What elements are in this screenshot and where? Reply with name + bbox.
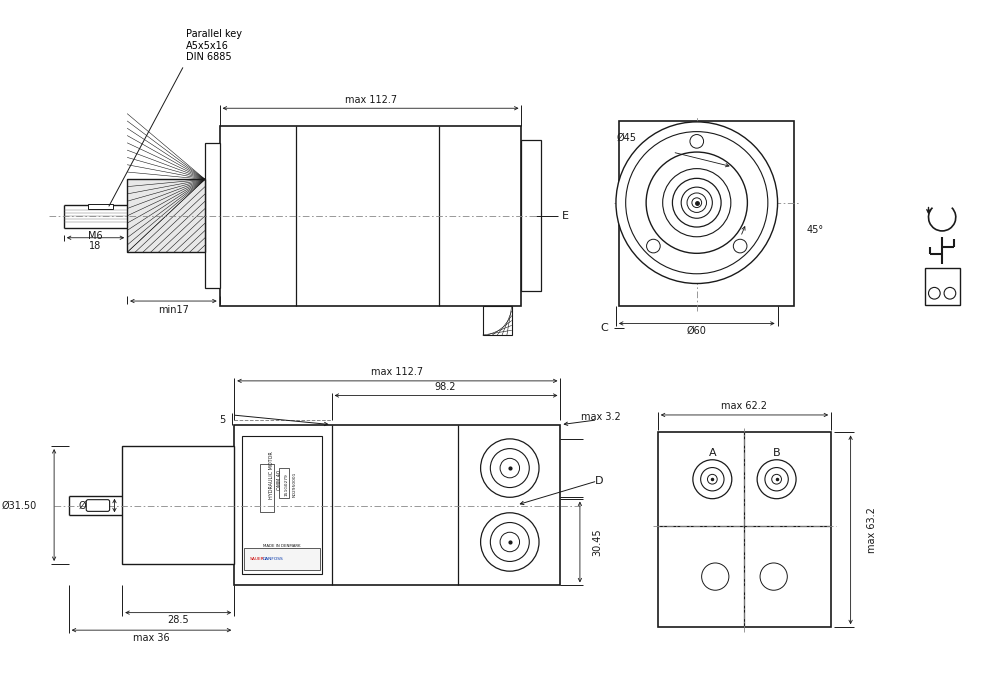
Circle shape <box>616 122 778 284</box>
Bar <box>483 306 512 335</box>
Text: A: A <box>709 448 716 458</box>
Text: SAUER: SAUER <box>249 557 264 561</box>
Circle shape <box>647 239 660 253</box>
Text: Parallel key
A5x5x16
DIN 6885: Parallel key A5x5x16 DIN 6885 <box>109 29 242 206</box>
Circle shape <box>490 523 529 562</box>
Circle shape <box>672 179 721 227</box>
Circle shape <box>733 239 747 253</box>
Text: Ø16: Ø16 <box>79 500 99 511</box>
Bar <box>220 126 521 306</box>
Text: 45°: 45° <box>807 225 824 235</box>
Text: D: D <box>595 476 604 486</box>
Text: Ø60: Ø60 <box>687 326 707 336</box>
Text: MADE IN DENMARK: MADE IN DENMARK <box>263 545 301 549</box>
Circle shape <box>693 460 732 498</box>
Text: max 63.2: max 63.2 <box>867 507 877 553</box>
Text: M6: M6 <box>88 231 103 241</box>
Circle shape <box>681 187 712 218</box>
Bar <box>619 121 794 306</box>
Text: DANFOSS: DANFOSS <box>263 557 284 561</box>
Bar <box>205 143 220 289</box>
Text: HYDRAULIC MOTOR: HYDRAULIC MOTOR <box>269 451 274 498</box>
Text: 28.5: 28.5 <box>167 615 189 625</box>
Bar <box>127 179 205 253</box>
Text: OMM 40: OMM 40 <box>277 471 282 490</box>
Text: 98.2: 98.2 <box>435 382 456 392</box>
Circle shape <box>687 193 706 213</box>
Circle shape <box>481 439 539 497</box>
Circle shape <box>626 132 768 274</box>
Text: max 112.7: max 112.7 <box>345 96 397 105</box>
Circle shape <box>707 475 717 484</box>
Text: B: B <box>773 448 780 458</box>
Text: min17: min17 <box>158 305 189 315</box>
Bar <box>925 268 960 305</box>
Text: N02950001: N02950001 <box>293 472 297 497</box>
Text: max 36: max 36 <box>133 633 170 643</box>
Text: E: E <box>562 211 569 221</box>
Text: max 62.2: max 62.2 <box>721 401 767 411</box>
Bar <box>279 468 289 498</box>
Text: 18: 18 <box>89 240 102 251</box>
Circle shape <box>500 458 520 478</box>
Circle shape <box>692 198 702 208</box>
Circle shape <box>772 475 781 484</box>
Circle shape <box>490 449 529 488</box>
Circle shape <box>500 532 520 552</box>
Circle shape <box>663 168 731 237</box>
Circle shape <box>765 468 788 491</box>
Bar <box>260 464 274 512</box>
Text: max 112.7: max 112.7 <box>371 367 423 377</box>
Circle shape <box>944 287 956 299</box>
Text: Ø45: Ø45 <box>616 132 636 143</box>
Bar <box>234 424 560 585</box>
Circle shape <box>481 513 539 571</box>
Bar <box>88 204 113 208</box>
Text: 5: 5 <box>219 415 226 425</box>
Circle shape <box>757 460 796 498</box>
Circle shape <box>701 468 724 491</box>
Text: 30.45: 30.45 <box>592 528 602 556</box>
Bar <box>521 141 541 291</box>
Circle shape <box>702 563 729 590</box>
Bar <box>242 437 322 574</box>
Text: 151G0279: 151G0279 <box>285 473 289 496</box>
Text: Ø31.50: Ø31.50 <box>1 500 37 511</box>
Circle shape <box>929 287 940 299</box>
Text: C: C <box>600 323 608 333</box>
Circle shape <box>646 152 747 253</box>
FancyBboxPatch shape <box>86 500 110 511</box>
Bar <box>658 433 831 627</box>
Bar <box>244 549 320 570</box>
Circle shape <box>760 563 787 590</box>
Circle shape <box>690 134 704 148</box>
Text: max 3.2: max 3.2 <box>581 412 621 422</box>
Bar <box>122 446 234 564</box>
